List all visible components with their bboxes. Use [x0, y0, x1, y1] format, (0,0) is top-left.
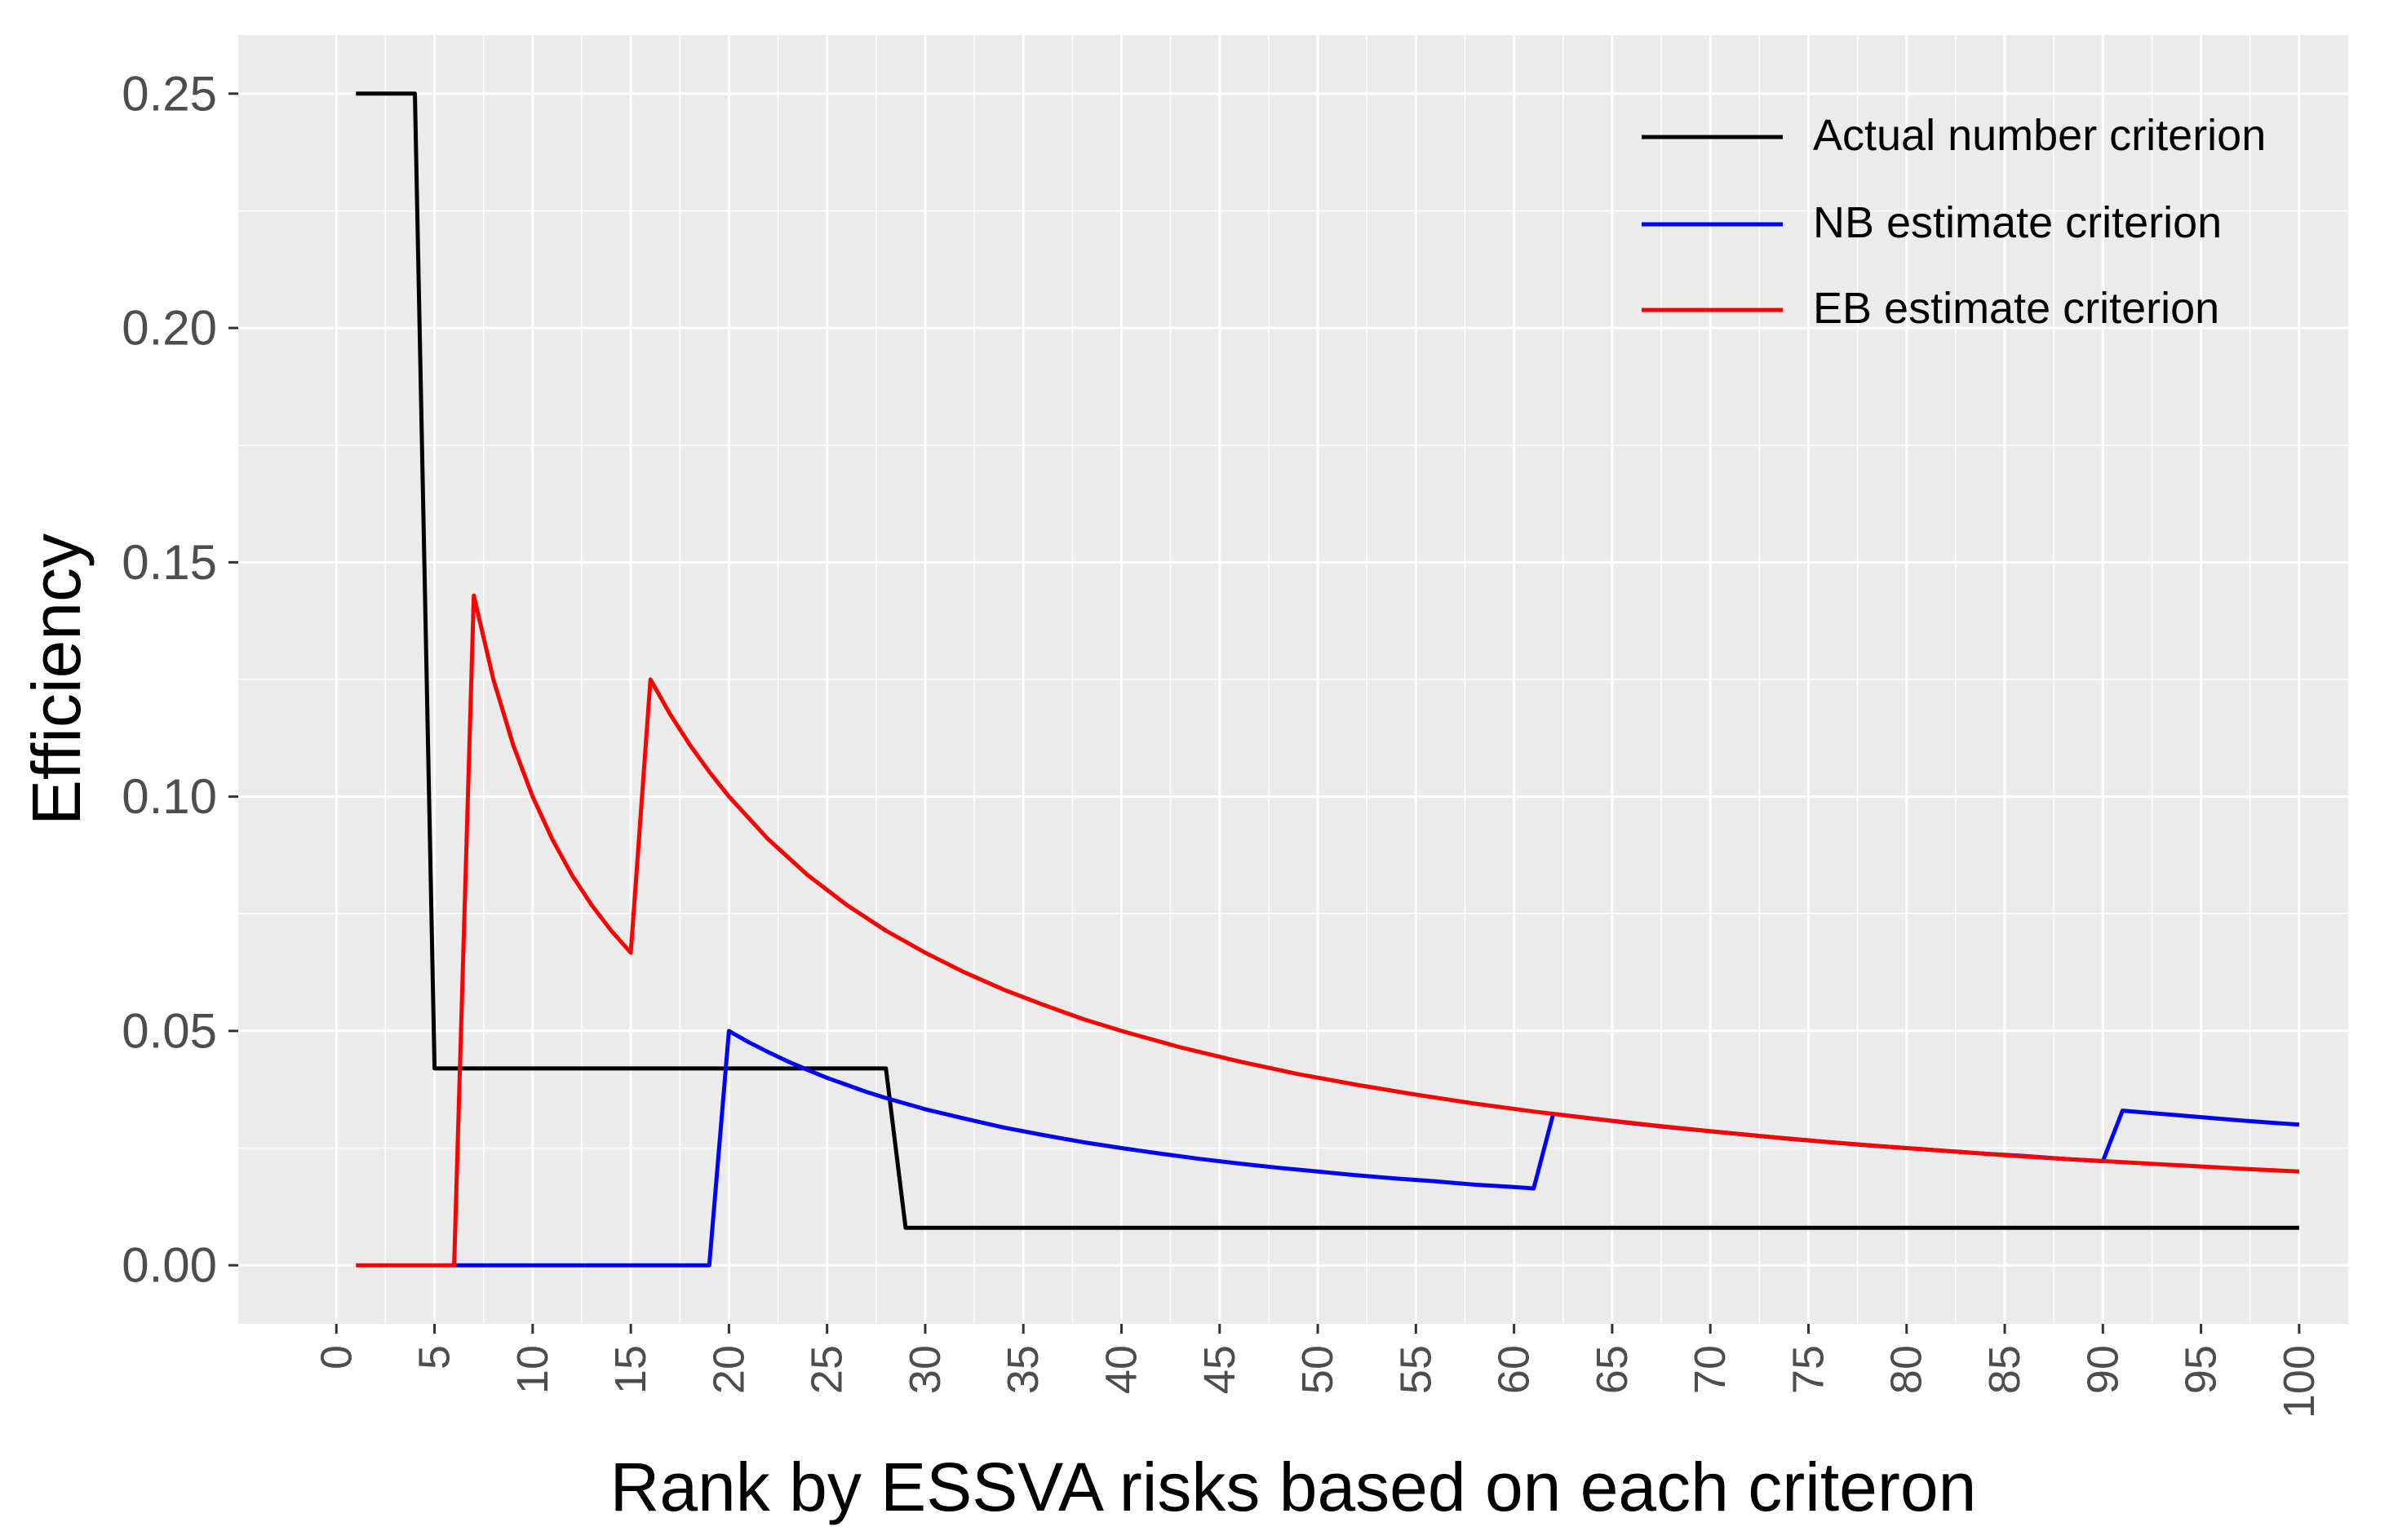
x-tick-label: 35 — [999, 1345, 1048, 1394]
x-tick-label: 90 — [2078, 1345, 2127, 1394]
x-tick-label: 20 — [704, 1345, 753, 1394]
legend: Actual number criterion NB estimate crit… — [1642, 111, 2266, 333]
x-tick-label: 75 — [1784, 1345, 1833, 1394]
legend-label-actual: Actual number criterion — [1813, 111, 2266, 160]
series-layer — [356, 91, 2300, 1268]
y-tick-label: 0.25 — [122, 66, 217, 121]
x-tick-label: 0 — [312, 1345, 361, 1370]
y-tick-label: 0.15 — [122, 535, 217, 590]
x-tick-label: 100 — [2275, 1345, 2324, 1418]
grid-minor — [238, 35, 2348, 1324]
x-tick-label: 55 — [1391, 1345, 1440, 1394]
x-tick-label: 70 — [1686, 1345, 1735, 1394]
y-axis-title: Efficiency — [18, 533, 95, 825]
x-tick-label: 30 — [901, 1345, 950, 1394]
y-tick-label: 0.00 — [122, 1238, 217, 1293]
x-tick-label: 10 — [508, 1345, 557, 1394]
series-actual-number — [356, 91, 2299, 1230]
x-tick-label: 85 — [1980, 1345, 2029, 1394]
x-tick-label: 45 — [1195, 1345, 1244, 1394]
series-eb-estimate — [356, 593, 2300, 1268]
x-axis-title: Rank by ESSVA risks based on each criter… — [610, 1449, 1977, 1525]
y-tick-label: 0.10 — [122, 769, 217, 824]
x-tick-label: 15 — [606, 1345, 655, 1394]
x-tick-label: 40 — [1097, 1345, 1146, 1394]
x-tick-label: 60 — [1490, 1345, 1539, 1394]
y-axis: 0.00 0.05 0.10 0.15 0.20 0.25 — [122, 66, 238, 1293]
y-tick-label: 0.20 — [122, 301, 217, 356]
legend-label-eb: EB estimate criterion — [1813, 284, 2219, 333]
x-axis: 0 5 10 15 20 25 30 35 40 45 50 55 60 65 70 75 80 85 90 95 10… — [312, 1324, 2324, 1418]
x-tick-label: 95 — [2177, 1345, 2226, 1394]
legend-label-nb: NB estimate criterion — [1813, 198, 2222, 247]
x-tick-label: 5 — [410, 1345, 459, 1370]
y-tick-label: 0.05 — [122, 1003, 217, 1058]
x-tick-label: 80 — [1882, 1345, 1931, 1394]
x-tick-label: 65 — [1588, 1345, 1637, 1394]
x-tick-label: 25 — [803, 1345, 852, 1394]
x-tick-label: 50 — [1293, 1345, 1342, 1394]
